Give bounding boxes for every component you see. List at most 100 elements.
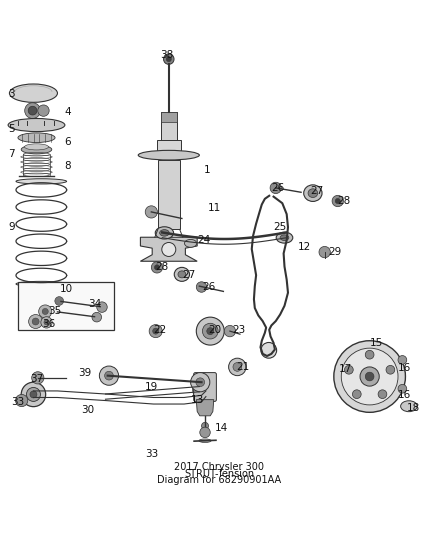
Circle shape — [365, 372, 374, 381]
Text: 16: 16 — [398, 390, 411, 400]
Text: 6: 6 — [64, 136, 71, 147]
Text: 10: 10 — [60, 284, 73, 294]
Text: Diagram for 68290901AA: Diagram for 68290901AA — [157, 475, 281, 486]
Circle shape — [345, 366, 353, 374]
Polygon shape — [196, 400, 214, 416]
Ellipse shape — [280, 235, 289, 240]
Text: 30: 30 — [81, 405, 95, 415]
Circle shape — [55, 297, 64, 305]
Ellipse shape — [10, 84, 57, 102]
Text: 29: 29 — [328, 247, 341, 257]
Circle shape — [229, 358, 246, 376]
Text: 16: 16 — [398, 363, 411, 373]
FancyBboxPatch shape — [194, 373, 216, 401]
Text: 28: 28 — [337, 196, 350, 206]
Circle shape — [200, 427, 210, 438]
Circle shape — [319, 246, 330, 258]
Circle shape — [149, 325, 162, 338]
Circle shape — [145, 206, 157, 218]
Text: 20: 20 — [208, 325, 221, 335]
Text: 4: 4 — [64, 107, 71, 117]
Circle shape — [166, 56, 171, 62]
Ellipse shape — [16, 179, 67, 184]
Text: 15: 15 — [370, 338, 383, 348]
Ellipse shape — [199, 439, 211, 442]
Circle shape — [196, 317, 224, 345]
Text: 26: 26 — [202, 282, 215, 292]
Ellipse shape — [178, 271, 186, 278]
Text: 36: 36 — [42, 319, 56, 329]
Circle shape — [105, 372, 113, 380]
Text: 39: 39 — [78, 368, 92, 378]
Text: 27: 27 — [182, 270, 195, 280]
Text: 21: 21 — [237, 362, 250, 372]
Circle shape — [398, 384, 407, 393]
FancyBboxPatch shape — [18, 282, 114, 330]
Text: 18: 18 — [407, 403, 420, 414]
Circle shape — [39, 305, 52, 318]
Text: 5: 5 — [9, 124, 15, 134]
Circle shape — [28, 314, 42, 328]
Circle shape — [38, 105, 49, 116]
Text: 7: 7 — [9, 149, 15, 159]
Ellipse shape — [304, 185, 322, 201]
Text: 26: 26 — [272, 183, 285, 193]
Circle shape — [28, 106, 37, 115]
Ellipse shape — [159, 230, 169, 236]
Ellipse shape — [25, 144, 49, 150]
Text: 38: 38 — [160, 50, 173, 60]
Ellipse shape — [174, 268, 190, 281]
Text: 24: 24 — [197, 235, 210, 245]
Bar — [161, 111, 177, 140]
Circle shape — [162, 243, 176, 256]
Text: 8: 8 — [64, 161, 71, 171]
Circle shape — [151, 262, 162, 273]
Circle shape — [202, 323, 218, 339]
Circle shape — [44, 320, 49, 325]
Text: 2017 Chrysler 300: 2017 Chrysler 300 — [174, 462, 264, 472]
Circle shape — [353, 390, 361, 399]
Text: 33: 33 — [145, 449, 158, 459]
Bar — [158, 159, 180, 229]
Circle shape — [233, 362, 242, 372]
Text: 12: 12 — [297, 242, 311, 252]
Ellipse shape — [18, 133, 55, 142]
Circle shape — [341, 348, 398, 405]
Text: 27: 27 — [311, 187, 324, 196]
Circle shape — [26, 387, 40, 401]
Circle shape — [365, 350, 374, 359]
Ellipse shape — [28, 287, 54, 294]
Bar — [156, 140, 181, 152]
Ellipse shape — [155, 227, 173, 239]
Circle shape — [193, 379, 215, 400]
Text: 33: 33 — [12, 397, 25, 407]
Text: 3: 3 — [9, 89, 15, 99]
Circle shape — [30, 391, 37, 398]
Circle shape — [32, 318, 39, 325]
Ellipse shape — [401, 401, 417, 411]
Text: 1: 1 — [204, 165, 210, 175]
Ellipse shape — [308, 189, 318, 198]
Circle shape — [196, 378, 205, 386]
Circle shape — [41, 317, 52, 328]
Text: 35: 35 — [48, 306, 61, 316]
Circle shape — [386, 366, 395, 374]
Circle shape — [335, 198, 340, 204]
Text: 25: 25 — [274, 222, 287, 232]
Circle shape — [334, 341, 406, 413]
Polygon shape — [141, 237, 197, 261]
Circle shape — [224, 326, 236, 337]
Circle shape — [99, 366, 119, 385]
Circle shape — [15, 394, 28, 407]
Text: 9: 9 — [9, 222, 15, 232]
Text: 37: 37 — [30, 374, 44, 384]
Text: 28: 28 — [155, 262, 169, 271]
Circle shape — [398, 356, 407, 364]
Circle shape — [92, 312, 102, 322]
Circle shape — [332, 195, 343, 207]
Circle shape — [198, 384, 209, 395]
Text: 34: 34 — [88, 298, 101, 309]
Text: 13: 13 — [191, 394, 204, 405]
Text: 22: 22 — [153, 325, 167, 335]
Ellipse shape — [184, 239, 197, 247]
